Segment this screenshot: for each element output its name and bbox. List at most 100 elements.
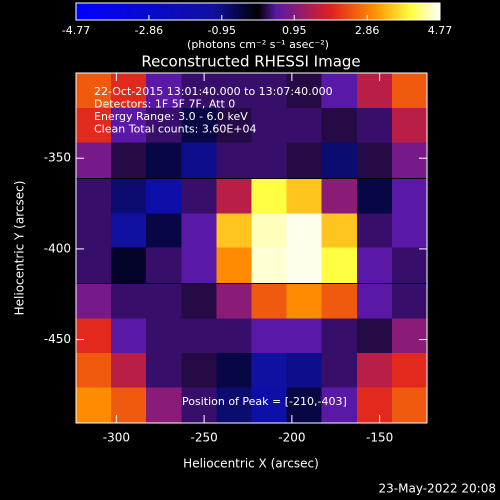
cell: [286, 142, 323, 179]
cell: [216, 108, 252, 144]
cell: [146, 283, 182, 320]
cell: [181, 247, 217, 284]
cell: [181, 352, 217, 389]
cell: [391, 178, 428, 215]
cell: [76, 318, 112, 354]
cell: [356, 73, 393, 110]
annotation: Clean Total counts: 3.60E+04: [94, 123, 257, 136]
cell: [251, 178, 288, 215]
cell: [356, 352, 393, 389]
cell: [76, 352, 112, 389]
cell: [111, 142, 147, 179]
cell: [321, 213, 358, 249]
cell: [251, 352, 288, 389]
cell: [321, 387, 358, 423]
y-axis-label: Heliocentric Y (arcsec): [13, 181, 27, 316]
chart-title: Reconstructed RHESSI Image: [141, 53, 360, 71]
cell: [321, 142, 358, 179]
cell: [321, 108, 358, 144]
cell: [111, 213, 147, 249]
cell: [111, 283, 147, 320]
cell: [216, 73, 252, 110]
cell: [251, 73, 288, 110]
colorbar-tick-label: 2.86: [355, 24, 380, 37]
annotation: Energy Range: 3.0 - 6.0 keV: [94, 110, 248, 123]
cell: [181, 108, 217, 144]
colorbar-tick-label: 4.77: [428, 24, 453, 37]
cell: [181, 213, 217, 249]
cell: [286, 387, 323, 423]
annotation: Detectors: 1F 5F 7F, Att 0: [94, 98, 235, 111]
cell: [356, 283, 393, 320]
cell: [216, 178, 252, 215]
cell: [216, 213, 252, 249]
cell: [321, 318, 358, 354]
cell: [251, 213, 288, 249]
cell: [181, 387, 217, 423]
cell: [216, 142, 252, 179]
cell: [146, 108, 182, 144]
cell: [181, 318, 217, 354]
x-axis-label: Heliocentric X (arcsec): [183, 457, 319, 471]
cell: [321, 73, 358, 110]
cell: [321, 283, 358, 320]
cell: [76, 142, 112, 179]
cell: [356, 247, 393, 284]
cell: [251, 318, 288, 354]
cell: [146, 318, 182, 354]
cell: [181, 178, 217, 215]
cell: [111, 352, 147, 389]
colorbar-tick-label: 0.95: [282, 24, 307, 37]
cell: [111, 73, 147, 110]
cell: [76, 387, 112, 423]
cell: [146, 247, 182, 284]
y-tick-label: -350: [44, 151, 71, 165]
cell: [76, 283, 112, 320]
cell: [146, 142, 182, 179]
cell: [251, 142, 288, 179]
cell: [111, 247, 147, 284]
cell: [111, 108, 147, 144]
colorbar: [75, 2, 441, 21]
cell: [251, 108, 288, 144]
cell: [286, 73, 323, 110]
cell: [111, 387, 147, 423]
cell: [321, 352, 358, 389]
cell: [146, 213, 182, 249]
cell: [391, 387, 428, 423]
cell: [391, 108, 428, 144]
cell: [251, 387, 288, 423]
x-tick-label: -150: [366, 431, 393, 445]
cell: [286, 108, 323, 144]
cell: [391, 352, 428, 389]
cell: [146, 352, 182, 389]
cell: [76, 73, 112, 110]
cell: [76, 108, 112, 144]
cell: [76, 178, 112, 215]
cell: [216, 387, 252, 423]
cell: [391, 318, 428, 354]
cell: [216, 247, 252, 284]
cell: [216, 283, 252, 320]
colorbar-tick-label: -0.95: [208, 24, 236, 37]
x-tick-label: -300: [103, 431, 130, 445]
cell: [286, 352, 323, 389]
cell: [146, 387, 182, 423]
y-tick-label: -450: [44, 332, 71, 346]
colorbar-tick-label: -2.86: [135, 24, 163, 37]
cell: [356, 213, 393, 249]
cell: [321, 178, 358, 215]
cell: [286, 283, 323, 320]
cell: [251, 247, 288, 284]
cell: [356, 142, 393, 179]
colorbar-tick-label: -4.77: [62, 24, 90, 37]
cell: [391, 213, 428, 249]
cell: [356, 318, 393, 354]
x-tick-label: -250: [190, 431, 217, 445]
cell: [391, 73, 428, 110]
footer: 23-May-2022 20:08: [379, 482, 496, 496]
cell: [111, 178, 147, 215]
cell: [286, 318, 323, 354]
cell: [251, 283, 288, 320]
